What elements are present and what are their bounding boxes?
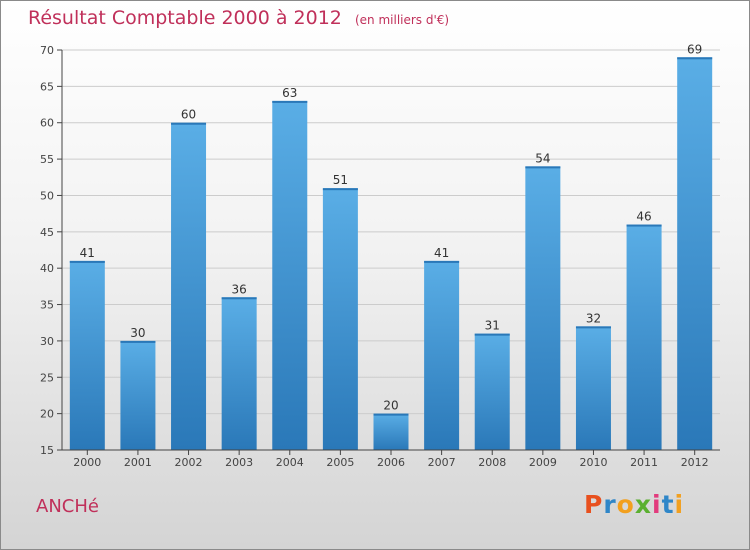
- bar-cap: [424, 260, 460, 263]
- bar: [626, 224, 662, 450]
- bar-cap: [525, 166, 561, 169]
- bar-cap: [221, 297, 257, 300]
- data-label: 46: [636, 210, 651, 224]
- proxiti-logo: Proxiti: [584, 490, 684, 519]
- bar-cap: [373, 413, 409, 416]
- x-tick-label: 2002: [175, 456, 203, 469]
- bar-cap: [677, 57, 713, 60]
- y-tick-label: 50: [40, 189, 54, 202]
- chart-title-block: Résultat Comptable 2000 à 2012 (en milli…: [28, 7, 449, 29]
- x-tick-label: 2012: [681, 456, 709, 469]
- data-label: 36: [232, 282, 247, 296]
- x-tick-label: 2007: [428, 456, 456, 469]
- bar-cap: [120, 340, 156, 343]
- x-tick-label: 2009: [529, 456, 557, 469]
- x-tick-label: 2011: [630, 456, 658, 469]
- data-label: 32: [586, 311, 601, 325]
- data-label: 63: [282, 86, 297, 100]
- x-tick-label: 2004: [276, 456, 304, 469]
- bar-cap: [474, 333, 510, 336]
- logo-letter: r: [603, 490, 617, 519]
- bar: [373, 413, 409, 450]
- y-tick-label: 30: [40, 335, 54, 348]
- bar: [575, 326, 611, 450]
- y-tick-label: 15: [40, 444, 54, 457]
- bar: [221, 297, 257, 450]
- chart-subtitle: (en milliers d'€): [354, 13, 450, 27]
- data-label: 31: [485, 319, 500, 333]
- bar-cap: [322, 188, 358, 191]
- bar: [120, 340, 156, 450]
- logo-letter: i: [674, 490, 685, 519]
- y-tick-label: 40: [40, 262, 54, 275]
- bar: [69, 260, 105, 450]
- y-tick-label: 35: [40, 299, 54, 312]
- bar: [322, 188, 358, 450]
- data-label: 30: [130, 326, 145, 340]
- x-tick-label: 2005: [326, 456, 354, 469]
- bar: [525, 166, 561, 450]
- bar-cap: [171, 122, 207, 125]
- data-label: 54: [535, 151, 550, 165]
- data-label: 41: [434, 246, 449, 260]
- x-tick-label: 2006: [377, 456, 405, 469]
- bar: [677, 57, 713, 450]
- x-tick-label: 2008: [478, 456, 506, 469]
- y-tick-label: 45: [40, 226, 54, 239]
- data-label: 41: [80, 246, 95, 260]
- logo-letter: x: [634, 490, 652, 519]
- data-label: 69: [687, 42, 702, 56]
- y-tick-label: 25: [40, 371, 54, 384]
- bar-cap: [575, 326, 611, 329]
- chart-title: Résultat Comptable 2000 à 2012: [28, 7, 342, 29]
- data-label: 60: [181, 108, 196, 122]
- y-tick-label: 60: [40, 117, 54, 130]
- logo-letter: P: [584, 490, 604, 519]
- bar: [424, 260, 460, 450]
- bar: [171, 122, 207, 451]
- logo-letter: t: [661, 490, 675, 519]
- bar-cap: [69, 260, 105, 263]
- y-tick-label: 20: [40, 408, 54, 421]
- x-tick-label: 2000: [73, 456, 101, 469]
- bar: [474, 333, 510, 450]
- bar: [272, 100, 308, 450]
- logo-letter: i: [652, 490, 662, 519]
- y-tick-label: 70: [40, 44, 54, 57]
- x-tick-label: 2010: [579, 456, 607, 469]
- data-label: 20: [383, 399, 398, 413]
- logo-letter: o: [616, 490, 635, 519]
- x-tick-label: 2003: [225, 456, 253, 469]
- bar-cap: [272, 100, 308, 103]
- city-name: ANCHé: [36, 496, 99, 517]
- x-tick-label: 2001: [124, 456, 152, 469]
- bar-cap: [626, 224, 662, 227]
- y-tick-label: 55: [40, 153, 54, 166]
- y-tick-label: 65: [40, 80, 54, 93]
- data-label: 51: [333, 173, 348, 187]
